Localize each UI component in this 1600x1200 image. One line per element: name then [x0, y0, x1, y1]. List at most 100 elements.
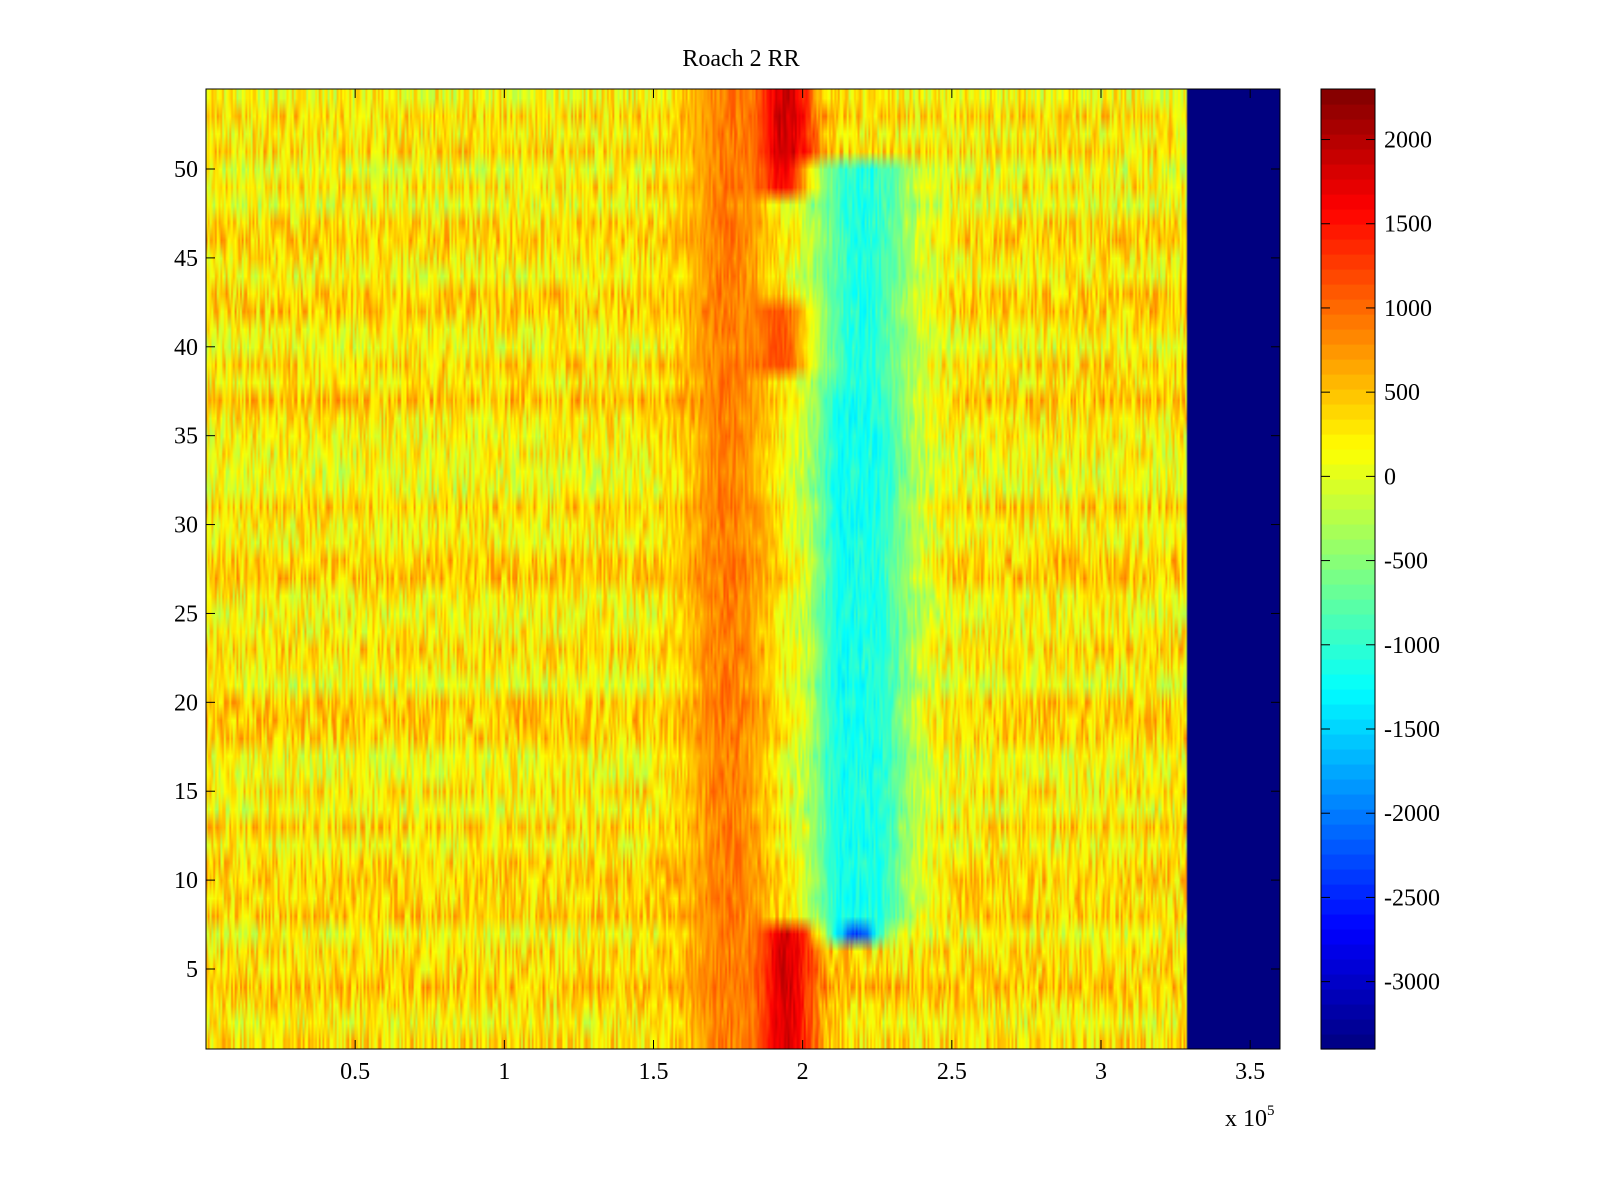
colorbar-step	[1321, 374, 1375, 390]
colorbar-step	[1321, 164, 1375, 180]
colorbar-step	[1321, 629, 1375, 645]
colorbar-step	[1321, 554, 1375, 570]
y-tick-label: 40	[174, 335, 198, 361]
y-tick-label: 30	[174, 513, 198, 539]
heatmap-plot-area	[205, 88, 1281, 1050]
colorbar-tick-label: -2000	[1384, 801, 1440, 827]
y-tick-label: 5	[186, 957, 198, 983]
colorbar-step	[1321, 509, 1375, 525]
colorbar-step	[1321, 464, 1375, 480]
colorbar-step	[1321, 209, 1375, 225]
colorbar-step	[1321, 764, 1375, 780]
colorbar-tick-label: -500	[1384, 549, 1428, 575]
colorbar-tick-label: -2500	[1384, 885, 1440, 911]
colorbar-axis: 2000 1500 1000 500 0 -500 -1000 -1500 -2000 -2500…	[1321, 128, 1440, 996]
x-axis: 0.5 1 1.5 2 2.5 3 3.5	[340, 89, 1265, 1085]
colorbar-step	[1321, 779, 1375, 795]
colorbar-step	[1321, 869, 1375, 885]
x-tick-label: 3	[1095, 1059, 1107, 1085]
colorbar-step	[1321, 89, 1375, 105]
colorbar-step	[1321, 539, 1375, 555]
x-tick-label: 3.5	[1235, 1059, 1265, 1085]
colorbar-step	[1321, 479, 1375, 495]
colorbar-step	[1321, 854, 1375, 870]
colorbar-tick-label: 1000	[1384, 296, 1432, 322]
colorbar-step	[1321, 524, 1375, 540]
y-tick-label: 50	[174, 157, 198, 183]
colorbar-step	[1321, 809, 1375, 825]
colorbar-step	[1321, 704, 1375, 720]
colorbar-step	[1321, 584, 1375, 600]
colorbar-step	[1321, 914, 1375, 930]
colorbar-step	[1321, 644, 1375, 660]
y-axis: 5 10 15 20 25 30 35 40 45 50	[174, 157, 1280, 983]
colorbar-step	[1321, 494, 1375, 510]
colorbar-tick-label: 0	[1384, 464, 1396, 490]
x-tick-label: 2	[797, 1059, 809, 1085]
colorbar-step	[1321, 884, 1375, 900]
colorbar-step	[1321, 569, 1375, 585]
colorbar-step	[1321, 179, 1375, 195]
colorbar-tick-label: 1500	[1384, 212, 1432, 238]
chart-title: Roach 2 RR	[682, 46, 799, 72]
colorbar-step	[1321, 749, 1375, 765]
colorbar-step	[1321, 134, 1375, 150]
colorbar-step	[1321, 719, 1375, 735]
colorbar-step	[1321, 119, 1375, 135]
colorbar-step	[1321, 449, 1375, 465]
x-tick-label: 0.5	[340, 1059, 370, 1085]
y-tick-label: 25	[174, 601, 198, 627]
colorbar-step	[1321, 689, 1375, 705]
colorbar-step	[1321, 899, 1375, 915]
colorbar-tick-label: 2000	[1384, 128, 1432, 154]
colorbar-step	[1321, 284, 1375, 300]
colorbar: 2000 1500 1000 500 0 -500 -1000 -1500 -2000 -2500…	[1320, 88, 1440, 1050]
colorbar-step	[1321, 674, 1375, 690]
colorbar-step	[1321, 434, 1375, 450]
colorbar-step	[1321, 1034, 1375, 1050]
colorbar-step	[1321, 314, 1375, 330]
heatmap-image	[206, 89, 1280, 1049]
x-exponent-label: x 105	[1225, 1103, 1275, 1132]
colorbar-step	[1321, 944, 1375, 960]
colorbar-step	[1321, 614, 1375, 630]
colorbar-step	[1321, 599, 1375, 615]
x-tick-label: 1.5	[639, 1059, 669, 1085]
colorbar-step	[1321, 329, 1375, 345]
colorbar-frame	[1320, 88, 1376, 1050]
colorbar-step	[1321, 149, 1375, 165]
y-tick-label: 10	[174, 868, 198, 894]
y-tick-label: 35	[174, 424, 198, 450]
colorbar-step	[1321, 389, 1375, 405]
colorbar-step	[1321, 839, 1375, 855]
x-tick-label: 2.5	[937, 1059, 967, 1085]
colorbar-step	[1321, 344, 1375, 360]
y-tick-label: 15	[174, 779, 198, 805]
colorbar-step	[1321, 734, 1375, 750]
colorbar-step	[1321, 794, 1375, 810]
colorbar-step	[1321, 824, 1375, 840]
colorbar-tick-label: -1000	[1384, 633, 1440, 659]
colorbar-gradient	[1321, 89, 1375, 1050]
colorbar-step	[1321, 419, 1375, 435]
colorbar-step	[1321, 404, 1375, 420]
colorbar-tick-label: -3000	[1384, 970, 1440, 996]
colorbar-step	[1321, 299, 1375, 315]
colorbar-step	[1321, 929, 1375, 945]
y-tick-label: 45	[174, 246, 198, 272]
colorbar-step	[1321, 239, 1375, 255]
colorbar-step	[1321, 974, 1375, 990]
colorbar-step	[1321, 1019, 1375, 1035]
x-tick-label: 1	[498, 1059, 510, 1085]
colorbar-step	[1321, 1004, 1375, 1020]
colorbar-step	[1321, 254, 1375, 270]
colorbar-step	[1321, 989, 1375, 1005]
colorbar-step	[1321, 224, 1375, 240]
colorbar-tick-label: 500	[1384, 380, 1420, 406]
colorbar-tick-label: -1500	[1384, 717, 1440, 743]
colorbar-step	[1321, 359, 1375, 375]
colorbar-step	[1321, 104, 1375, 120]
colorbar-step	[1321, 959, 1375, 975]
colorbar-step	[1321, 194, 1375, 210]
